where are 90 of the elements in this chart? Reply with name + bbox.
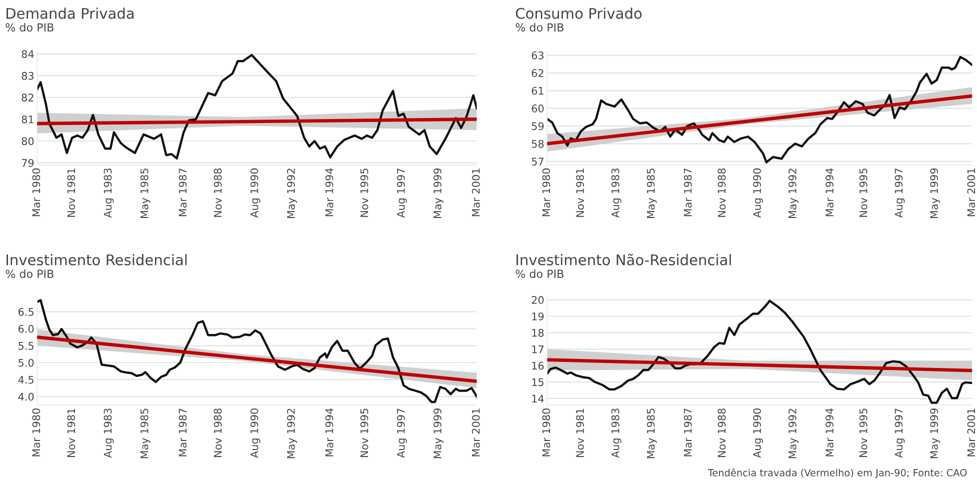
x-tick-label: May 1999: [434, 168, 444, 218]
y-tick-label: 58: [532, 140, 544, 148]
y-tick-label: 4.0: [18, 392, 34, 401]
x-tick-label: Mar 2001: [472, 408, 480, 456]
x-tick-label: Aug 1983: [104, 408, 114, 458]
x-tick-label: May 1999: [434, 408, 444, 458]
x-tick-label: May 1999: [930, 408, 940, 458]
x-tick-label: Mar 1987: [178, 408, 187, 456]
x-tick-label: Mar 2001: [967, 408, 976, 456]
y-tick-label: 6.5: [18, 308, 34, 316]
x-tick-label: Mar 1980: [32, 168, 40, 216]
y-tick-label: 15: [532, 378, 544, 386]
x-tick-label: May 1992: [287, 168, 297, 218]
y-tick-label: 19: [532, 312, 544, 320]
chart-title: Investimento Não-Residencial: [516, 254, 731, 266]
x-tick-label: Aug 1990: [753, 168, 763, 218]
x-tick-label: Aug 1990: [250, 408, 260, 458]
chart-title: Demanda Privada: [6, 8, 134, 19]
y-tick-label: 81: [22, 115, 34, 124]
x-tick-label: Nov 1995: [859, 168, 868, 217]
x-tick-label: Nov 1995: [859, 408, 868, 457]
x-tick-label: Mar 1994: [826, 168, 834, 216]
chart-subtitle: % do PIB: [6, 269, 54, 278]
y-tick-label: 62: [532, 69, 544, 78]
y-tick-label: 18: [532, 328, 544, 337]
chart-subtitle: % do PIB: [516, 269, 564, 278]
x-tick-label: Nov 1981: [576, 408, 584, 457]
y-tick-label: 20: [532, 296, 544, 304]
x-tick-label: Mar 1980: [542, 168, 550, 216]
y-tick-label: 84: [22, 50, 34, 58]
x-tick-label: Aug 1990: [250, 168, 260, 218]
x-tick-label: Aug 1997: [396, 168, 407, 218]
text: Tendência travada (Vermelho) em Jan-90; Fonte: CAO: [708, 468, 967, 478]
x-tick-label: Mar 1980: [542, 408, 550, 456]
y-tick-label: 14: [532, 394, 544, 402]
x-tick-label: Mar 2001: [967, 168, 976, 216]
x-tick-label: Nov 1988: [718, 168, 726, 217]
chart-title: Investimento Residencial: [6, 254, 187, 266]
x-tick-label: Nov 1981: [67, 168, 76, 217]
line-series: [37, 299, 477, 404]
x-tick-label: May 1985: [646, 408, 657, 458]
x-tick-label: Nov 1988: [214, 168, 222, 217]
chart-subtitle: % do PIB: [516, 22, 564, 32]
x-tick-label: Nov 1995: [360, 168, 368, 217]
chart-title: Consumo Privado: [516, 8, 642, 19]
x-tick-label: Nov 1981: [67, 408, 76, 457]
x-tick-label: Aug 1997: [894, 168, 905, 218]
x-tick-label: Mar 1987: [684, 408, 692, 456]
y-tick-label: 61: [532, 86, 544, 95]
x-tick-label: Mar 2001: [472, 168, 480, 216]
x-tick-label: May 1985: [140, 168, 150, 218]
line-series: [547, 300, 972, 404]
x-tick-label: Nov 1995: [360, 408, 368, 457]
x-tick-label: Nov 1981: [576, 168, 584, 217]
y-tick-label: 80: [22, 137, 34, 146]
y-tick-label: 4.5: [18, 376, 34, 384]
line-series: [37, 54, 477, 160]
y-tick-label: 6.0: [18, 324, 34, 333]
x-tick-label: Nov 1988: [718, 408, 726, 457]
x-tick-label: Mar 1980: [32, 408, 40, 456]
y-tick-label: 63: [532, 51, 544, 60]
y-tick-label: 5.0: [18, 358, 34, 367]
x-tick-label: Aug 1997: [396, 408, 407, 458]
x-tick-label: Mar 1994: [325, 168, 334, 216]
x-tick-label: Aug 1983: [611, 168, 622, 218]
chart-subtitle: % do PIB: [6, 22, 54, 32]
y-tick-label: 60: [532, 104, 544, 112]
x-tick-label: May 1992: [788, 408, 798, 458]
x-tick-label: Aug 1983: [104, 168, 114, 218]
x-tick-label: May 1992: [788, 168, 798, 218]
y-tick-label: 17: [532, 346, 544, 354]
y-tick-label: 82: [22, 94, 34, 102]
x-tick-label: May 1985: [646, 168, 657, 218]
x-tick-label: May 1985: [140, 408, 150, 458]
x-tick-label: Aug 1990: [753, 408, 763, 458]
x-tick-label: May 1992: [287, 408, 297, 458]
y-tick-label: 79: [22, 158, 34, 167]
x-tick-label: Mar 1987: [684, 168, 692, 216]
x-tick-label: Nov 1988: [214, 408, 222, 457]
x-tick-label: Mar 1994: [325, 408, 334, 456]
y-tick-label: 16: [532, 362, 544, 370]
y-tick-label: 5.5: [18, 342, 34, 350]
y-tick-label: 59: [532, 122, 544, 130]
y-tick-label: 83: [22, 72, 34, 80]
x-tick-label: Aug 1997: [894, 408, 905, 458]
y-tick-label: 57: [532, 158, 544, 166]
x-tick-label: Mar 1994: [826, 408, 834, 456]
x-tick-label: Mar 1987: [178, 168, 187, 216]
x-tick-label: May 1999: [930, 168, 940, 218]
x-tick-label: Aug 1983: [611, 408, 622, 458]
